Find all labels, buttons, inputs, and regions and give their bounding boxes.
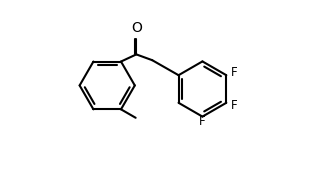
Text: F: F — [231, 66, 238, 80]
Text: O: O — [131, 21, 142, 35]
Text: F: F — [199, 114, 206, 128]
Text: F: F — [231, 98, 238, 112]
